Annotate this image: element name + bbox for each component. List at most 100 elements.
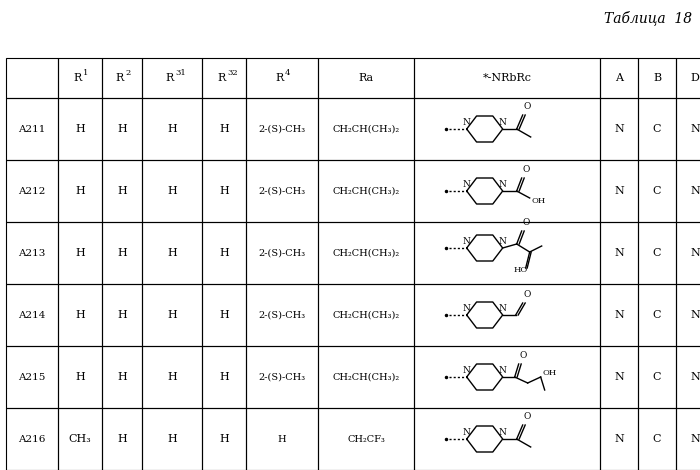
- Text: N: N: [498, 366, 507, 375]
- Bar: [58, 408, 102, 470]
- Bar: [318, 98, 414, 160]
- Text: R: R: [166, 73, 174, 83]
- Text: H: H: [167, 434, 177, 444]
- Text: H: H: [117, 248, 127, 258]
- Bar: [246, 58, 318, 98]
- Bar: [202, 284, 246, 346]
- Text: O: O: [524, 290, 531, 299]
- Text: 2-(S)-CH₃: 2-(S)-CH₃: [258, 311, 306, 320]
- Bar: [6, 58, 58, 98]
- Text: 2: 2: [125, 69, 130, 77]
- Text: C: C: [652, 124, 662, 134]
- Bar: [414, 284, 600, 346]
- Bar: [638, 98, 676, 160]
- Text: OH: OH: [532, 197, 546, 205]
- Text: H: H: [117, 372, 127, 382]
- Bar: [676, 160, 700, 222]
- Text: 2-(S)-CH₃: 2-(S)-CH₃: [258, 187, 306, 196]
- Bar: [202, 222, 246, 284]
- Bar: [600, 284, 638, 346]
- Text: D: D: [691, 73, 699, 83]
- Text: 32: 32: [227, 69, 237, 77]
- Bar: [6, 346, 58, 408]
- Text: H: H: [278, 434, 286, 444]
- Text: H: H: [75, 372, 85, 382]
- Text: CH₃: CH₃: [69, 434, 92, 444]
- Bar: [600, 222, 638, 284]
- Text: N: N: [690, 372, 700, 382]
- Bar: [318, 160, 414, 222]
- Text: N: N: [463, 366, 470, 375]
- Bar: [414, 222, 600, 284]
- Text: A216: A216: [18, 434, 46, 444]
- Bar: [600, 98, 638, 160]
- Text: H: H: [117, 124, 127, 134]
- Bar: [142, 58, 202, 98]
- Text: H: H: [219, 372, 229, 382]
- Bar: [58, 160, 102, 222]
- Text: H: H: [117, 434, 127, 444]
- Text: R: R: [116, 73, 124, 83]
- Text: H: H: [117, 310, 127, 320]
- Bar: [600, 58, 638, 98]
- Text: CH₂CH(CH₃)₂: CH₂CH(CH₃)₂: [332, 311, 400, 320]
- Bar: [142, 98, 202, 160]
- Text: N: N: [614, 186, 624, 196]
- Text: N: N: [614, 124, 624, 134]
- Text: R: R: [74, 73, 82, 83]
- Bar: [638, 160, 676, 222]
- Text: H: H: [219, 248, 229, 258]
- Text: A214: A214: [18, 311, 46, 320]
- Text: H: H: [75, 124, 85, 134]
- Text: A215: A215: [18, 373, 46, 382]
- Text: N: N: [463, 237, 470, 246]
- Bar: [102, 408, 142, 470]
- Bar: [246, 160, 318, 222]
- Bar: [414, 408, 600, 470]
- Text: N: N: [498, 304, 507, 313]
- Bar: [142, 284, 202, 346]
- Text: H: H: [167, 186, 177, 196]
- Text: OH: OH: [542, 369, 557, 377]
- Text: Ra: Ra: [358, 73, 374, 83]
- Text: 2-(S)-CH₃: 2-(S)-CH₃: [258, 373, 306, 382]
- Text: C: C: [652, 310, 662, 320]
- Text: H: H: [219, 124, 229, 134]
- Text: H: H: [219, 434, 229, 444]
- Bar: [142, 408, 202, 470]
- Bar: [202, 98, 246, 160]
- Text: A213: A213: [18, 249, 46, 258]
- Bar: [414, 58, 600, 98]
- Bar: [600, 408, 638, 470]
- Bar: [202, 160, 246, 222]
- Text: C: C: [652, 434, 662, 444]
- Text: N: N: [690, 248, 700, 258]
- Text: *-NRbRc: *-NRbRc: [482, 73, 531, 83]
- Text: 4: 4: [285, 69, 290, 77]
- Bar: [142, 346, 202, 408]
- Text: 2-(S)-CH₃: 2-(S)-CH₃: [258, 125, 306, 133]
- Text: H: H: [75, 186, 85, 196]
- Text: H: H: [167, 248, 177, 258]
- Text: O: O: [519, 351, 527, 360]
- Text: B: B: [653, 73, 661, 83]
- Bar: [318, 408, 414, 470]
- Text: N: N: [498, 237, 507, 246]
- Text: N: N: [463, 428, 470, 437]
- Text: N: N: [614, 372, 624, 382]
- Text: N: N: [690, 310, 700, 320]
- Text: N: N: [614, 310, 624, 320]
- Bar: [638, 408, 676, 470]
- Bar: [58, 284, 102, 346]
- Text: N: N: [463, 180, 470, 189]
- Bar: [142, 222, 202, 284]
- Bar: [58, 222, 102, 284]
- Bar: [102, 98, 142, 160]
- Bar: [102, 222, 142, 284]
- Text: N: N: [614, 434, 624, 444]
- Text: C: C: [652, 372, 662, 382]
- Text: R: R: [218, 73, 226, 83]
- Bar: [318, 58, 414, 98]
- Bar: [246, 346, 318, 408]
- Bar: [676, 284, 700, 346]
